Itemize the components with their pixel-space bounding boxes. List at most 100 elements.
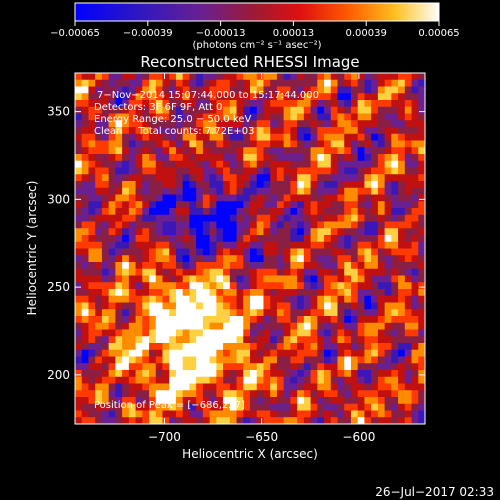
- heatmap-cell: [189, 181, 197, 189]
- heatmap-cell: [270, 275, 278, 283]
- heatmap-cell: [95, 208, 103, 216]
- heatmap-cell: [391, 174, 399, 182]
- heatmap-cell: [169, 370, 177, 378]
- heatmap-cell: [250, 295, 258, 304]
- heatmap-cell: [344, 160, 352, 169]
- heatmap-cell: [404, 410, 413, 418]
- heatmap-cell: [270, 349, 278, 358]
- heatmap-cell: [229, 262, 238, 270]
- heatmap-cell: [384, 316, 392, 324]
- heatmap-cell: [169, 376, 177, 385]
- colorbar-tick-label: 0.00065: [418, 28, 459, 39]
- heatmap-cell: [330, 235, 339, 243]
- heatmap-cell: [216, 73, 224, 81]
- heatmap-cell: [175, 302, 184, 310]
- heatmap-cell: [357, 106, 366, 115]
- heatmap-cell: [229, 410, 238, 418]
- heatmap-cell: [216, 403, 224, 412]
- colorbar-tick-label: 0.00039: [346, 28, 387, 39]
- heatmap-cell: [95, 397, 103, 405]
- heatmap-cell: [330, 93, 339, 101]
- heatmap-cell: [263, 255, 271, 263]
- heatmap-cell: [303, 79, 312, 88]
- heatmap-cell: [398, 356, 406, 364]
- heatmap-cell: [75, 343, 83, 351]
- heatmap-cell: [196, 201, 204, 209]
- heatmap-cell: [196, 329, 204, 337]
- heatmap-cell: [337, 383, 345, 391]
- heatmap-cell: [216, 241, 224, 250]
- heatmap-cell: [317, 241, 325, 250]
- heatmap-cell: [108, 349, 116, 358]
- heatmap-cell: [377, 410, 386, 418]
- heatmap-cell: [398, 282, 406, 290]
- heatmap-cell: [135, 268, 143, 277]
- heatmap-cell: [418, 336, 425, 344]
- heatmap-cell: [202, 147, 211, 155]
- heatmap-cell: [250, 410, 258, 418]
- heatmap-cell: [108, 147, 116, 155]
- heatmap-cell: [310, 221, 318, 229]
- heatmap-cell: [364, 302, 372, 310]
- heatmap-cell: [404, 343, 413, 351]
- heatmap-cell: [290, 140, 298, 148]
- heatmap-cell: [324, 322, 332, 331]
- heatmap-cell: [209, 255, 217, 263]
- heatmap-cell: [128, 221, 137, 229]
- heatmap-cell: [357, 289, 366, 297]
- heatmap-cell: [256, 302, 265, 310]
- heatmap-cell: [182, 363, 191, 371]
- heatmap-cell: [391, 167, 399, 175]
- heatmap-cell: [95, 383, 103, 391]
- heatmap-cell: [357, 100, 366, 108]
- heatmap-cell: [128, 329, 137, 337]
- heatmap-cell: [337, 100, 345, 108]
- heatmap-cell: [276, 194, 285, 202]
- heatmap-cell: [209, 120, 217, 128]
- heatmap-cell: [142, 100, 150, 108]
- heatmap-cell: [236, 417, 244, 424]
- heatmap-cell: [108, 397, 116, 405]
- heatmap-cell: [344, 140, 352, 148]
- heatmap-cell: [122, 154, 130, 162]
- heatmap-cell: [95, 370, 103, 378]
- heatmap-cell: [411, 106, 419, 115]
- heatmap-cell: [175, 349, 184, 358]
- heatmap-cell: [209, 336, 217, 344]
- heatmap-cell: [270, 113, 278, 121]
- heatmap-cell: [350, 214, 359, 223]
- heatmap-cell: [364, 100, 372, 108]
- heatmap-cell: [88, 113, 96, 121]
- heatmap-cell: [81, 154, 90, 162]
- heatmap-cell: [337, 349, 345, 358]
- heatmap-cell: [337, 370, 345, 378]
- heatmap-cell: [101, 268, 110, 277]
- heatmap-cell: [229, 241, 238, 250]
- heatmap-cell: [75, 417, 83, 424]
- heatmap-cell: [303, 329, 312, 337]
- heatmap-cell: [189, 160, 197, 169]
- heatmap-cell: [223, 221, 231, 229]
- heatmap-cell: [350, 376, 359, 385]
- heatmap-cell: [108, 106, 116, 115]
- heatmap-cell: [209, 295, 217, 304]
- heatmap-cell: [398, 181, 406, 189]
- heatmap-cell: [101, 376, 110, 385]
- heatmap-cell: [364, 154, 372, 162]
- heatmap-cell: [243, 376, 251, 385]
- heatmap-cell: [75, 106, 83, 115]
- heatmap-cell: [122, 79, 130, 88]
- heatmap-cell: [229, 275, 238, 283]
- heatmap-cell: [270, 133, 278, 142]
- heatmap-cell: [404, 417, 413, 424]
- heatmap-cell: [155, 417, 164, 424]
- heatmap-cell: [371, 187, 379, 196]
- heatmap-cell: [391, 214, 399, 223]
- heatmap-cell: [350, 174, 359, 182]
- heatmap-cell: [391, 336, 399, 344]
- heatmap-cell: [101, 383, 110, 391]
- heatmap-cell: [189, 295, 197, 304]
- heatmap-cell: [216, 376, 224, 385]
- heatmap-cell: [377, 73, 386, 81]
- heatmap-cell: [243, 181, 251, 189]
